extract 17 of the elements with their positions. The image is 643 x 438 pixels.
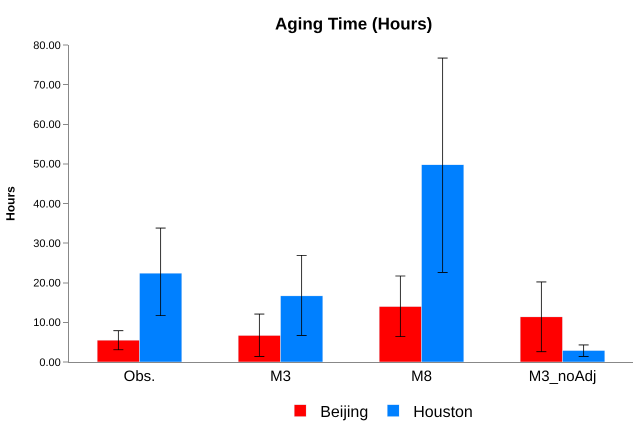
y-tick-label: 70.00	[33, 79, 61, 92]
legend-label: Houston	[413, 404, 473, 421]
y-tick-label: 0.00	[39, 356, 61, 369]
x-tick-label: M8	[411, 368, 432, 385]
y-tick-label: 20.00	[33, 278, 61, 290]
chart-title: Aging Time (Hours)	[274, 14, 432, 34]
y-tick-label: 80.00	[33, 40, 61, 52]
x-tick-label: M3	[270, 368, 291, 385]
y-tick-label: 10.00	[33, 317, 61, 330]
y-axis-title: Hours	[4, 186, 18, 221]
x-tick-label: M3_noAdj	[528, 368, 596, 385]
x-tick-label: Obs.	[124, 368, 156, 385]
y-tick-label: 60.00	[33, 119, 61, 132]
y-tick-label: 40.00	[33, 198, 61, 210]
y-tick-label: 30.00	[33, 238, 61, 250]
y-tick-label: 50.00	[33, 158, 61, 171]
legend-label: Beijing	[320, 404, 368, 421]
